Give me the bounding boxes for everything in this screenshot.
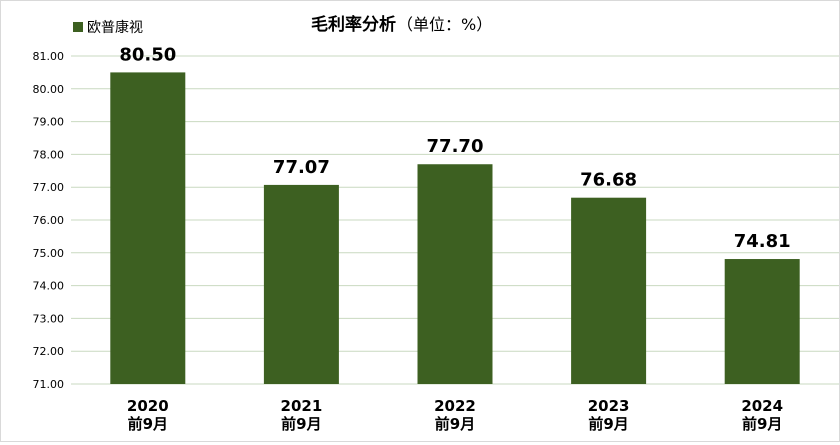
x-tick-period: 前9月: [128, 415, 168, 433]
data-label: 77.07: [273, 157, 330, 178]
y-tick-label: 72.00: [33, 345, 65, 358]
x-tick-period: 前9月: [588, 415, 628, 433]
y-tick-label: 77.00: [33, 181, 65, 194]
y-tick-label: 79.00: [33, 116, 65, 129]
y-axis-ticks: 71.00 72.00 73.00 74.00 75.00 76.00 77.00 78.00…: [33, 50, 65, 391]
data-label: 74.81: [734, 231, 791, 252]
x-tick-year: 2021: [281, 397, 323, 415]
legend-label: 欧普康视: [87, 19, 143, 36]
data-label: 76.68: [580, 170, 637, 191]
bars: [110, 72, 800, 385]
x-tick-year: 2023: [588, 397, 630, 415]
bar-2021: [263, 184, 339, 384]
y-tick-label: 71.00: [33, 378, 65, 391]
bar-2024: [724, 259, 800, 384]
bar-2022: [417, 164, 493, 384]
y-tick-label: 81.00: [33, 50, 65, 63]
x-tick-period: 前9月: [435, 415, 475, 433]
chart-title-group: 毛利率分析 （单位：%）: [311, 14, 492, 35]
bar-2020: [110, 72, 186, 385]
bar-2023: [571, 197, 647, 384]
y-tick-label: 80.00: [33, 83, 65, 96]
x-tick-period: 前9月: [281, 415, 321, 433]
chart-title: 毛利率分析: [311, 14, 396, 35]
y-tick-label: 76.00: [33, 214, 65, 227]
legend: 欧普康视: [73, 19, 143, 36]
y-tick-label: 75.00: [33, 247, 65, 260]
y-tick-label: 74.00: [33, 280, 65, 293]
x-tick-year: 2020: [127, 397, 169, 415]
legend-swatch: [73, 22, 83, 32]
y-tick-label: 78.00: [33, 148, 65, 161]
x-tick-period: 前9月: [742, 415, 782, 433]
y-tick-label: 73.00: [33, 312, 65, 325]
x-tick-year: 2024: [741, 397, 783, 415]
x-tick-year: 2022: [434, 397, 476, 415]
data-label: 77.70: [427, 136, 484, 157]
data-labels: 80.50 77.07 77.70 76.68 74.81: [119, 44, 790, 252]
data-label: 80.50: [119, 44, 176, 65]
chart-title-unit: （单位：%）: [397, 15, 492, 34]
